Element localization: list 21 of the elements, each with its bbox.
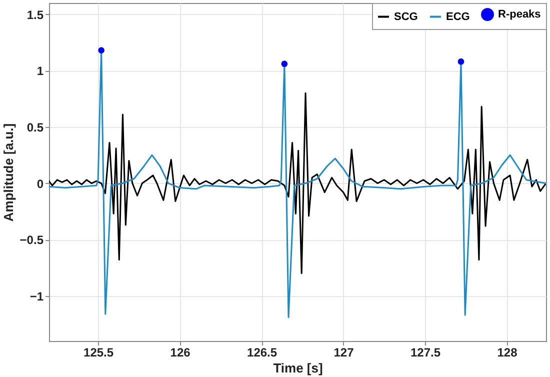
- point: [98, 47, 104, 54]
- x-axis-title: Time [s]: [273, 360, 323, 376]
- line-series: [49, 92, 546, 274]
- x-tick-label: 128: [497, 346, 518, 360]
- x-tick-label: 126.5: [247, 346, 278, 360]
- x-tick-label: 126: [170, 346, 191, 360]
- x-tick-label: 125.5: [84, 346, 114, 360]
- x-tick-label: 127.5: [410, 346, 441, 360]
- y-tick-label: 0: [36, 176, 44, 191]
- y-tick-label: −1: [30, 289, 44, 304]
- legend-label: ECG: [446, 10, 470, 23]
- y-tick-label: 0.5: [26, 120, 44, 134]
- y-tick-label: 1: [36, 64, 44, 78]
- legend-label: SCG: [394, 10, 418, 23]
- y-axis-title: Amplitude [a.u.]: [0, 123, 16, 222]
- point: [281, 60, 288, 67]
- point: [458, 58, 464, 65]
- y-tick-label: 1.5: [26, 8, 44, 22]
- legend-label: R-peaks: [498, 8, 541, 21]
- x-tick-label: 127: [334, 346, 354, 360]
- y-tick-label: −0.5: [20, 233, 44, 248]
